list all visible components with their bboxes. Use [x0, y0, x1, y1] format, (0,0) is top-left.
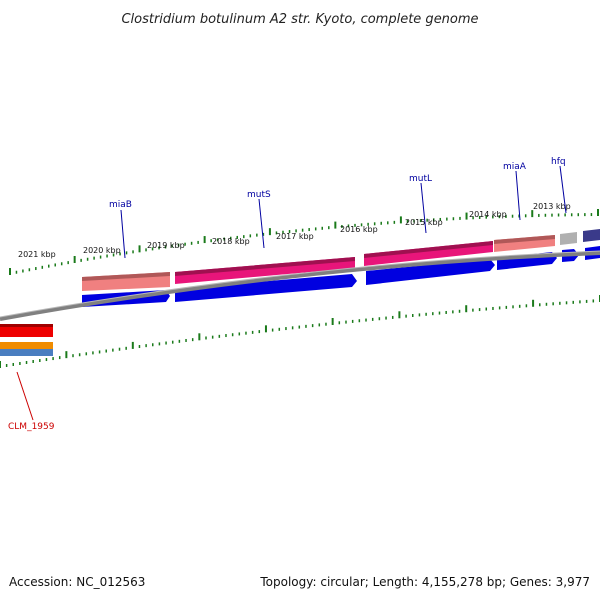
- tick-label-2013: 2013 kbp: [533, 202, 571, 211]
- gene-label-miaB[interactable]: miaB: [109, 200, 132, 210]
- genome-backbone-highlight: [0, 250, 600, 318]
- tick-label-2017: 2017 kbp: [276, 232, 314, 241]
- accession-text: Accession: NC_012563: [9, 575, 146, 589]
- gene-miaB-shade: [82, 272, 170, 281]
- leader-CLM_1959: [16, 371, 34, 421]
- tick-label-2020: 2020 kbp: [83, 246, 121, 255]
- gene-CLM_1959-shade: [0, 324, 53, 327]
- leader-mutS: [258, 198, 265, 249]
- gene-steel-feature[interactable]: [0, 349, 53, 356]
- gene-adjacent-feature[interactable]: [583, 229, 600, 242]
- gene-label-CLM_1959[interactable]: CLM_1959: [8, 422, 55, 432]
- tick-label-2021: 2021 kbp: [18, 250, 56, 259]
- gene-miaA-shade: [494, 235, 555, 244]
- gene-label-mutL[interactable]: mutL: [409, 174, 432, 184]
- label-leaders: [16, 165, 567, 421]
- tick-label-2019: 2019 kbp: [147, 241, 185, 250]
- lower-gene-track: [0, 324, 53, 356]
- inner-tick-ring: [0, 302, 600, 368]
- gene-labels: miaB mutS mutL miaA hfq CLM_1959: [8, 157, 566, 432]
- cds-arrow-mutS[interactable]: [175, 274, 357, 302]
- cds-arrow-mutL[interactable]: [366, 259, 495, 285]
- tick-label-2014: 2014 kbp: [469, 210, 507, 219]
- leader-miaB: [120, 209, 126, 259]
- genome-backbone: [0, 251, 600, 321]
- upper-gene-track: [82, 229, 600, 291]
- gene-mutL-shade: [364, 241, 493, 258]
- tick-label-2018: 2018 kbp: [212, 237, 250, 246]
- tick-label-2016: 2016 kbp: [340, 225, 378, 234]
- gene-mutS-shade: [175, 257, 355, 276]
- genome-summary-text: Topology: circular; Length: 4,155,278 bp…: [260, 575, 590, 589]
- tick-label-2015: 2015 kbp: [405, 218, 443, 227]
- gene-label-mutS[interactable]: mutS: [247, 190, 271, 200]
- leader-mutL: [420, 182, 427, 234]
- inner-ticks: [0, 295, 600, 368]
- tick-labels: 2021 kbp 2020 kbp 2019 kbp 2018 kbp 2017…: [18, 202, 571, 259]
- map-title: Clostridium botulinum A2 str. Kyoto, com…: [121, 12, 478, 27]
- gene-label-hfq[interactable]: hfq: [551, 157, 566, 167]
- outer-ticks: [9, 209, 599, 275]
- leader-hfq: [559, 165, 567, 214]
- gene-label-miaA[interactable]: miaA: [503, 162, 527, 172]
- gene-hfq-feature[interactable]: [560, 232, 577, 245]
- gene-orange-feature[interactable]: [0, 342, 53, 349]
- leader-miaA: [515, 170, 521, 221]
- gene-CLM_1959-feature[interactable]: [0, 324, 53, 337]
